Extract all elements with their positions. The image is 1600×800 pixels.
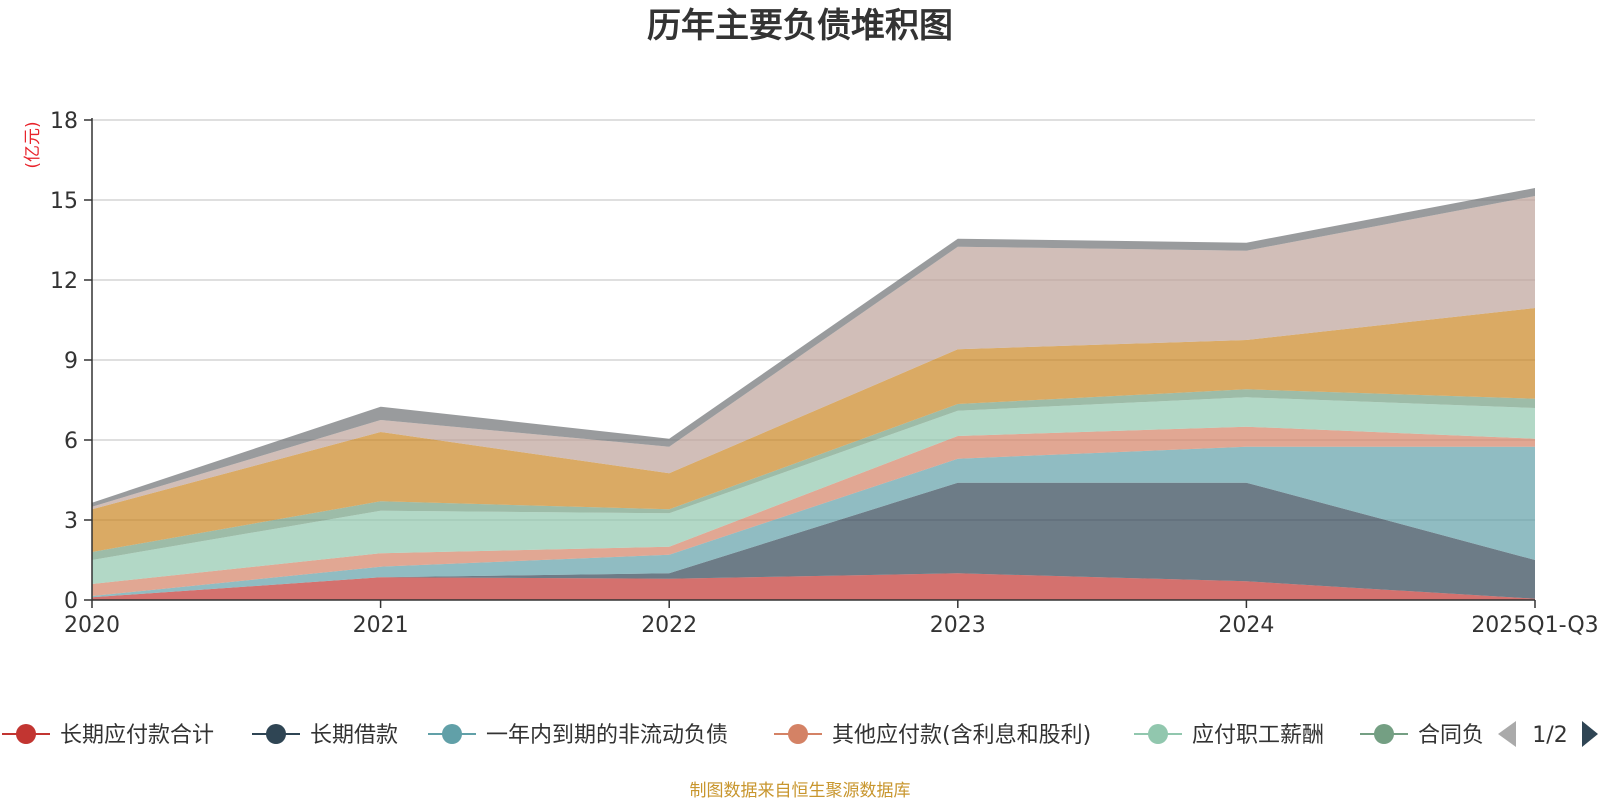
legend-circle-icon xyxy=(266,724,286,744)
x-tick-label: 2022 xyxy=(641,613,697,638)
axes: 0 3 6 9 12 15 18 2020 2021 2022 2023 2024 2025Q1-Q3 xyxy=(50,109,1599,638)
y-tick-label: 9 xyxy=(64,349,78,374)
y-tick-label: 18 xyxy=(50,109,78,134)
y-tick-label: 12 xyxy=(50,269,78,294)
x-tick-label: 2025Q1-Q3 xyxy=(1471,613,1598,638)
y-tick-label: 15 xyxy=(50,189,78,214)
y-tick-label: 6 xyxy=(64,429,78,454)
source-note: 制图数据来自恒生聚源数据库 xyxy=(690,781,911,800)
area-4 xyxy=(92,426,1535,596)
legend-item[interactable]: 长期应付款合计 xyxy=(2,723,214,748)
area-9 xyxy=(92,188,1535,507)
legend-label: 应付职工薪酬 xyxy=(1192,723,1324,748)
legend-page-indicator: 1/2 xyxy=(1532,723,1567,748)
legend-circle-icon xyxy=(16,724,36,744)
area-8 xyxy=(92,196,1535,510)
legend-label: 其他应付款(含利息和股利) xyxy=(832,723,1091,748)
area-7 xyxy=(92,308,1535,552)
legend-label: 合同负 xyxy=(1418,723,1484,748)
legend-circle-icon xyxy=(442,724,462,744)
chart-title: 历年主要负债堆积图 xyxy=(647,6,953,46)
legend-label: 一年内到期的非流动负债 xyxy=(486,723,728,748)
legend-item[interactable]: 其他应付款(含利息和股利) xyxy=(774,723,1091,748)
area-3 xyxy=(92,446,1535,598)
x-tick-label: 2023 xyxy=(930,613,986,638)
legend-next-arrow-icon[interactable] xyxy=(1582,721,1598,747)
area-series xyxy=(92,188,1535,600)
x-tick-label: 2024 xyxy=(1218,613,1274,638)
legend-item[interactable]: 长期借款 xyxy=(252,723,398,748)
legend-item[interactable]: 一年内到期的非流动负债 xyxy=(428,723,728,748)
y-tick-label: 3 xyxy=(64,509,78,534)
legend-item[interactable]: 合同负 xyxy=(1360,723,1484,748)
legend-circle-icon xyxy=(788,724,808,744)
x-tick-label: 2020 xyxy=(64,613,120,638)
legend-item[interactable]: 应付职工薪酬 xyxy=(1134,723,1324,748)
legend-circle-icon xyxy=(1148,724,1168,744)
area-1 xyxy=(92,573,1535,600)
legend: 长期应付款合计 长期借款 一年内到期的非流动负债 其他应付款(含利息和股利) 应付职工薪… xyxy=(2,723,1484,748)
y-axis-unit-label: (亿元) xyxy=(23,121,43,168)
x-tick-label: 2021 xyxy=(353,613,409,638)
legend-circle-icon xyxy=(1374,724,1394,744)
area-2 xyxy=(92,482,1535,599)
legend-prev-arrow-icon[interactable] xyxy=(1498,721,1516,747)
area-5 xyxy=(92,397,1535,584)
legend-pager: 1/2 xyxy=(1498,721,1598,748)
y-tick-label: 0 xyxy=(64,589,78,614)
legend-label: 长期应付款合计 xyxy=(60,723,214,748)
legend-label: 长期借款 xyxy=(310,723,398,748)
